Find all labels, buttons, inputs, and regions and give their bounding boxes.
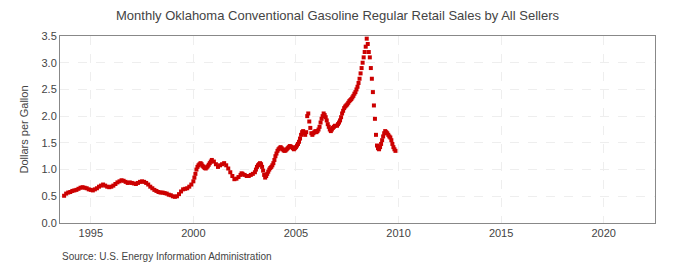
svg-text:2.0: 2.0 [42, 110, 57, 122]
svg-text:Source: U.S. Energy Informatio: Source: U.S. Energy Information Administ… [62, 251, 272, 262]
svg-text:2.5: 2.5 [42, 83, 57, 95]
svg-text:2005: 2005 [284, 227, 308, 239]
svg-text:2010: 2010 [386, 227, 410, 239]
svg-text:1.0: 1.0 [42, 163, 57, 175]
svg-text:Dollars per Gallon: Dollars per Gallon [18, 85, 30, 173]
svg-text:1.5: 1.5 [42, 137, 57, 149]
svg-text:0.5: 0.5 [42, 190, 57, 202]
svg-text:3.5: 3.5 [42, 30, 57, 42]
svg-text:0.0: 0.0 [42, 217, 57, 229]
svg-text:2000: 2000 [181, 227, 205, 239]
svg-text:3.0: 3.0 [42, 57, 57, 69]
svg-text:1995: 1995 [79, 227, 103, 239]
svg-text:2020: 2020 [591, 227, 615, 239]
svg-text:2015: 2015 [489, 227, 513, 239]
svg-text:Monthly Oklahoma Conventional: Monthly Oklahoma Conventional Gasoline R… [116, 8, 559, 23]
